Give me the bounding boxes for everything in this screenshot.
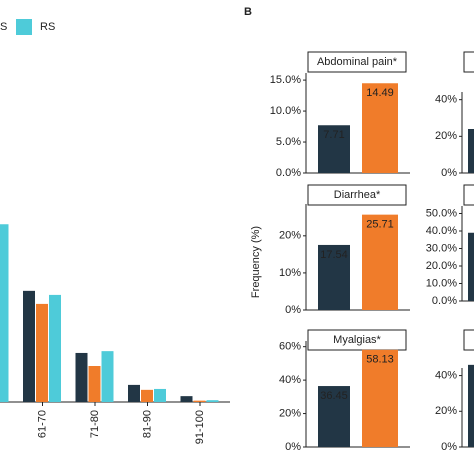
value-label: 17.54 [320, 249, 348, 261]
bar [468, 364, 474, 447]
y-tick-label: 0% [285, 441, 301, 453]
bar [468, 129, 474, 173]
bar [193, 400, 206, 402]
bar [101, 351, 114, 402]
facet-title: Myalgias* [333, 334, 381, 346]
facet-title: Diarrhea* [334, 189, 381, 201]
y-tick-label: 15.0% [270, 74, 301, 86]
y-tick-label: 20% [435, 130, 457, 142]
value-label: 7.71 [323, 129, 344, 141]
y-tick-label: 40% [279, 374, 301, 386]
legend-label: S [0, 21, 7, 33]
y-tick-label: 40% [435, 94, 457, 106]
y-tick-label: 50.0% [426, 207, 457, 219]
y-tick-label: 20% [435, 405, 457, 417]
bar [128, 384, 140, 402]
bar [180, 396, 193, 402]
bar [141, 389, 153, 402]
y-tick-label: 40.0% [426, 225, 457, 237]
y-axis-label: Frequency (%) [250, 226, 262, 298]
bar [0, 224, 9, 402]
y-tick-label: 20% [279, 230, 301, 242]
value-label: 58.13 [366, 354, 394, 366]
bar [362, 83, 398, 173]
x-tick-label: 71-80 [89, 410, 101, 438]
y-tick-label: 0.0% [432, 295, 457, 307]
y-tick-label: 0% [441, 441, 457, 453]
bar [154, 388, 166, 402]
value-label: 36.45 [320, 390, 348, 402]
bar [75, 352, 88, 402]
y-tick-label: 40% [435, 369, 457, 381]
y-tick-label: 0.0% [276, 167, 301, 179]
y-tick-label: 0% [441, 167, 457, 179]
x-tick-label: 81-90 [141, 410, 153, 438]
bar [36, 303, 48, 402]
y-tick-label: 5.0% [276, 136, 301, 148]
facet-strip [307, 51, 407, 73]
facet-strip [463, 184, 474, 206]
bar [88, 366, 101, 402]
y-tick-label: 0% [285, 304, 301, 316]
facet-strip [307, 184, 407, 206]
bar [362, 214, 398, 310]
x-tick-label: 91-100 [194, 410, 206, 444]
y-tick-label: 20.0% [426, 260, 457, 272]
y-tick-label: 60% [279, 341, 301, 353]
bar [206, 400, 219, 402]
facet-strip [463, 51, 474, 73]
y-tick-label: 10.0% [426, 277, 457, 289]
bar [318, 244, 350, 310]
value-label: 25.71 [366, 219, 394, 231]
y-tick-label: 20% [279, 407, 301, 419]
panel-label: B [244, 6, 252, 18]
bar [362, 349, 398, 447]
facet-strip [307, 329, 407, 351]
y-tick-label: 10.0% [270, 105, 301, 117]
bar [23, 290, 35, 402]
x-tick-label: 61-70 [36, 410, 48, 438]
legend-label: RS [40, 21, 55, 33]
bar [318, 125, 350, 173]
facet-strip [463, 329, 474, 351]
value-label: 14.49 [366, 87, 394, 99]
facet-title: Abdominal pain* [317, 56, 398, 68]
bar [318, 386, 350, 447]
legend-swatch [16, 19, 32, 35]
y-tick-label: 30.0% [426, 242, 457, 254]
bar [468, 232, 474, 301]
y-tick-label: 10% [279, 267, 301, 279]
bar [49, 294, 61, 402]
